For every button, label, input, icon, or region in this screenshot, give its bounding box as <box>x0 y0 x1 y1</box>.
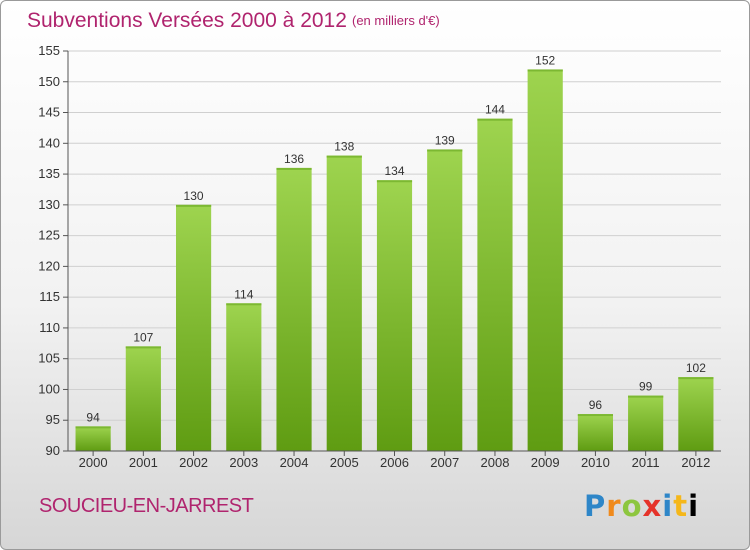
chart-subtitle: (en milliers d'€) <box>352 13 440 28</box>
data-label: 94 <box>86 410 100 424</box>
data-label: 139 <box>435 133 455 147</box>
data-label: 144 <box>485 103 505 117</box>
bar-top-edge <box>75 426 111 429</box>
x-tick-label: 2009 <box>531 455 560 470</box>
x-tick-label: 2000 <box>79 455 108 470</box>
bar-top-edge <box>678 377 714 380</box>
bar-2005 <box>326 155 362 451</box>
bar-top-edge <box>125 346 161 349</box>
y-tick-label: 125 <box>38 228 60 243</box>
bar-top-edge <box>175 204 212 207</box>
logo-letter: P <box>584 489 607 523</box>
y-tick-label: 155 <box>38 43 60 58</box>
bar-2010 <box>577 414 614 451</box>
x-tick-label: 2005 <box>330 455 359 470</box>
logo-letter: o <box>621 489 643 523</box>
y-tick-label: 90 <box>46 443 60 458</box>
y-tick-label: 110 <box>39 320 60 335</box>
data-label: 130 <box>184 189 204 203</box>
labels: 90 95 100 105 110 115 120 125 130 135 140 145 150 155… <box>38 43 710 470</box>
bar-top-edge <box>226 303 262 306</box>
logo-letter: x <box>642 489 663 523</box>
bar-top-edge <box>477 118 513 121</box>
data-label: 152 <box>535 53 555 67</box>
logo-letter: i <box>688 489 700 523</box>
bar-2006 <box>376 180 413 451</box>
bar-2009 <box>527 69 563 451</box>
bar-top-edge <box>276 167 312 170</box>
y-tick-label: 120 <box>38 258 60 273</box>
proxiti-logo[interactable]: Proxiti <box>584 489 699 523</box>
logo-letter: t <box>673 489 689 523</box>
x-tick-label: 2006 <box>380 455 409 470</box>
y-tick-label: 135 <box>38 166 60 181</box>
y-tick-label: 115 <box>39 289 60 304</box>
x-tick-label: 2011 <box>632 455 660 470</box>
data-label: 102 <box>686 361 706 375</box>
bar-2011 <box>628 395 664 451</box>
y-tick-label: 105 <box>38 351 60 366</box>
bar-top-edge <box>376 180 413 183</box>
axes <box>63 50 721 456</box>
data-label: 134 <box>384 164 404 178</box>
x-tick-label: 2001 <box>129 455 158 470</box>
bar-top-edge <box>427 149 463 152</box>
bar-2007 <box>427 149 463 451</box>
x-tick-label: 2012 <box>681 455 710 470</box>
chart-title: Subventions Versées 2000 à 2012 <box>27 9 347 32</box>
bar-2003 <box>226 303 262 451</box>
bar-2002 <box>175 204 212 451</box>
y-tick-label: 95 <box>46 412 60 427</box>
data-label: 96 <box>589 398 603 412</box>
commune-name: SOUCIEU-EN-JARREST <box>39 495 254 517</box>
data-label: 136 <box>284 152 304 166</box>
x-tick-label: 2010 <box>581 455 610 470</box>
y-tick-label: 145 <box>38 105 60 120</box>
data-label: 107 <box>133 330 153 344</box>
bar-top-edge <box>527 69 563 72</box>
bar-2012 <box>678 377 714 451</box>
bar-2001 <box>125 346 161 451</box>
x-tick-label: 2004 <box>280 455 309 470</box>
x-tick-label: 2008 <box>481 455 510 470</box>
bar-top-edge <box>577 414 614 417</box>
data-label: 99 <box>639 380 653 394</box>
bar-top-edge <box>326 155 362 158</box>
data-label: 114 <box>234 287 253 301</box>
y-tick-label: 130 <box>38 197 60 212</box>
bar-2008 <box>477 118 513 451</box>
bar-2004 <box>276 167 312 451</box>
bar-2000 <box>75 426 111 451</box>
y-tick-label: 150 <box>38 74 60 89</box>
logo-letter: r <box>606 489 622 523</box>
y-tick-label: 100 <box>38 381 60 396</box>
x-tick-label: 2007 <box>430 455 459 470</box>
bars <box>75 69 714 451</box>
x-tick-label: 2002 <box>179 455 208 470</box>
x-tick-label: 2003 <box>229 455 258 470</box>
y-tick-label: 140 <box>38 135 60 150</box>
logo-letter: i <box>662 489 674 523</box>
bar-top-edge <box>628 395 664 398</box>
data-label: 138 <box>334 140 354 154</box>
